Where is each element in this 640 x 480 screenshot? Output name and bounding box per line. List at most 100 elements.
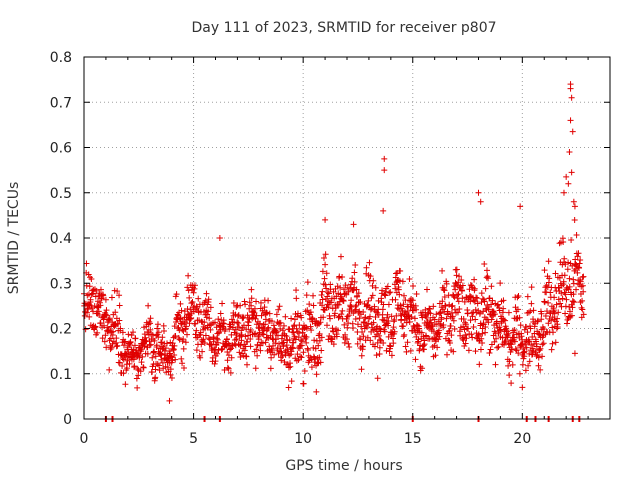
- data-point: [325, 304, 332, 311]
- data-point: [554, 324, 561, 331]
- data-point: [413, 306, 420, 313]
- data-point: [399, 278, 406, 285]
- data-point: [545, 320, 552, 327]
- data-point: [455, 279, 462, 286]
- data-point: [368, 294, 375, 301]
- data-point: [114, 342, 121, 349]
- data-point: [81, 300, 88, 307]
- data-point: [178, 355, 185, 362]
- data-point: [318, 347, 325, 354]
- data-point: [340, 297, 347, 304]
- y-tick-label: 0: [63, 412, 72, 428]
- data-point: [569, 304, 576, 311]
- data-point: [383, 314, 390, 321]
- data-point: [448, 332, 455, 339]
- data-point: [319, 288, 326, 295]
- data-point: [273, 336, 280, 343]
- data-point: [190, 289, 197, 296]
- data-point: [131, 363, 138, 370]
- data-point: [474, 295, 481, 302]
- data-point: [134, 384, 141, 391]
- data-point: [246, 305, 253, 312]
- data-point: [203, 290, 210, 297]
- data-point: [452, 286, 459, 293]
- data-point: [224, 357, 231, 364]
- data-point: [130, 356, 137, 363]
- data-point: [478, 290, 485, 297]
- data-point: [262, 316, 269, 323]
- data-point: [574, 269, 581, 276]
- data-point: [467, 292, 474, 299]
- data-point: [453, 266, 460, 273]
- y-tick-label: 0.1: [50, 367, 72, 383]
- data-point: [136, 354, 143, 361]
- data-point: [527, 308, 534, 315]
- x-tick-label: 0: [80, 431, 89, 447]
- data-point: [502, 338, 509, 345]
- data-point: [550, 307, 557, 314]
- data-point: [521, 348, 528, 355]
- data-point: [322, 216, 329, 223]
- data-point: [458, 277, 465, 284]
- data-point: [128, 332, 135, 339]
- data-point: [533, 340, 540, 347]
- data-point: [224, 364, 231, 371]
- data-point: [89, 290, 96, 297]
- data-point: [182, 339, 189, 346]
- data-point: [460, 337, 467, 344]
- data-point: [252, 315, 259, 322]
- data-point: [388, 352, 395, 359]
- data-point: [561, 272, 568, 279]
- data-point: [212, 358, 219, 365]
- data-point: [259, 340, 266, 347]
- data-point: [549, 340, 556, 347]
- data-point: [460, 315, 467, 322]
- data-point: [124, 357, 131, 364]
- data-point: [160, 322, 167, 329]
- data-point: [511, 326, 518, 333]
- data-point: [568, 94, 575, 101]
- data-point: [207, 341, 214, 348]
- data-point: [200, 323, 207, 330]
- data-point: [330, 288, 337, 295]
- data-point: [350, 324, 357, 331]
- data-point: [96, 312, 103, 319]
- data-point: [214, 339, 221, 346]
- data-point: [204, 301, 211, 308]
- data-point: [448, 303, 455, 310]
- data-point: [376, 325, 383, 332]
- data-point: [450, 348, 457, 355]
- data-point: [410, 283, 417, 290]
- data-point: [144, 350, 151, 357]
- data-point: [512, 345, 519, 352]
- data-point: [102, 296, 109, 303]
- data-point: [278, 357, 285, 364]
- data-point: [377, 326, 384, 333]
- data-point: [331, 310, 338, 317]
- data-point: [580, 273, 587, 280]
- data-point: [282, 313, 289, 320]
- data-point: [155, 329, 162, 336]
- data-point: [549, 324, 556, 331]
- data-point: [114, 288, 121, 295]
- data-point: [385, 301, 392, 308]
- data-point: [171, 342, 178, 349]
- y-axis-label: SRMTID / TECUs: [6, 182, 22, 295]
- data-point: [560, 189, 567, 196]
- data-point: [147, 341, 154, 348]
- data-point: [135, 372, 142, 379]
- data-point: [106, 366, 113, 373]
- data-point: [239, 313, 246, 320]
- data-point: [240, 314, 247, 321]
- data-point: [318, 334, 325, 341]
- data-point: [180, 336, 187, 343]
- data-point: [341, 339, 348, 346]
- data-point: [198, 341, 205, 348]
- data-point: [88, 276, 95, 283]
- data-point: [257, 347, 264, 354]
- data-point: [502, 317, 509, 324]
- data-point: [506, 372, 513, 379]
- data-point: [420, 346, 427, 353]
- data-point: [298, 354, 305, 361]
- data-point: [491, 311, 498, 318]
